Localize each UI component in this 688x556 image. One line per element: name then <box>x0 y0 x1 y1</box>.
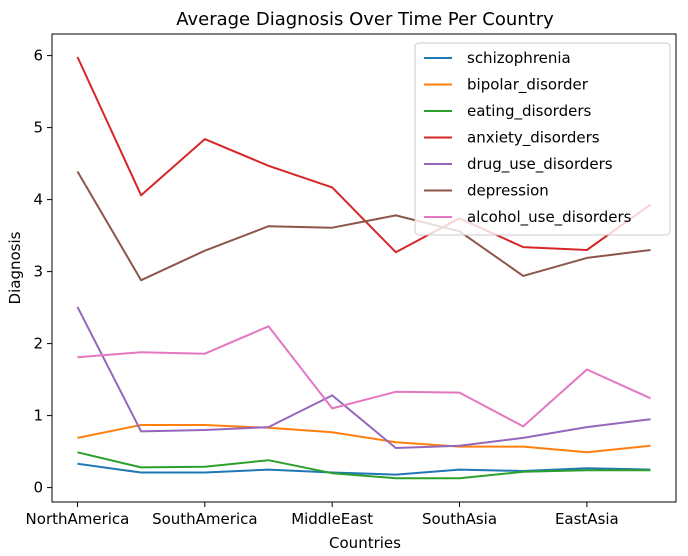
legend: schizophrenia bipolar_disorder eating_diso… <box>414 42 671 236</box>
plot-frame <box>51 33 677 503</box>
x-axis-label: Countries <box>329 534 401 552</box>
legend-label-depression: depression <box>467 182 549 200</box>
legend-label-alcohol_use_disorders: alcohol_use_disorders <box>467 208 632 227</box>
legend-label-anxiety_disorders: anxiety_disorders <box>467 129 600 148</box>
x-tick-label: EastAsia <box>555 510 619 528</box>
chart-title: Average Diagnosis Over Time Per Country <box>176 9 554 30</box>
series-line-anxiety_disorders <box>76 56 652 254</box>
y-tick-label: 6 <box>33 47 43 65</box>
x-tick-label: SouthAsia <box>422 510 497 528</box>
x-tick-label: NorthAmerica <box>26 510 130 528</box>
y-tick-label: 3 <box>33 263 43 281</box>
series-line-depression <box>76 170 651 282</box>
legend-box <box>414 42 671 236</box>
y-tick-label: 0 <box>33 479 43 497</box>
legend-label-bipolar_disorder: bipolar_disorder <box>467 76 589 95</box>
y-tick-label: 4 <box>33 191 43 209</box>
series-line-alcohol_use_disorders <box>77 325 651 428</box>
x-tick-label: MiddleEast <box>291 510 373 528</box>
ticks-layer: 0 1 2 3 4 5 6 NorthAmerica SouthAmerica MiddleEas… <box>26 47 619 528</box>
series-line-schizophrenia <box>77 462 651 476</box>
x-tick-label: SouthAmerica <box>152 510 257 528</box>
series-line-eating_disorders <box>77 451 651 480</box>
series-line-bipolar_disorder <box>77 424 651 454</box>
series-layer <box>76 56 652 480</box>
series-line-drug_use_disorders <box>76 306 651 449</box>
legend-label-schizophrenia: schizophrenia <box>467 49 571 67</box>
y-axis-label: Diagnosis <box>6 231 24 304</box>
legend-label-eating_disorders: eating_disorders <box>467 102 591 121</box>
y-tick-label: 1 <box>33 407 43 425</box>
legend-label-drug_use_disorders: drug_use_disorders <box>467 155 613 174</box>
y-tick-label: 5 <box>33 119 43 137</box>
y-tick-label: 2 <box>33 335 43 353</box>
